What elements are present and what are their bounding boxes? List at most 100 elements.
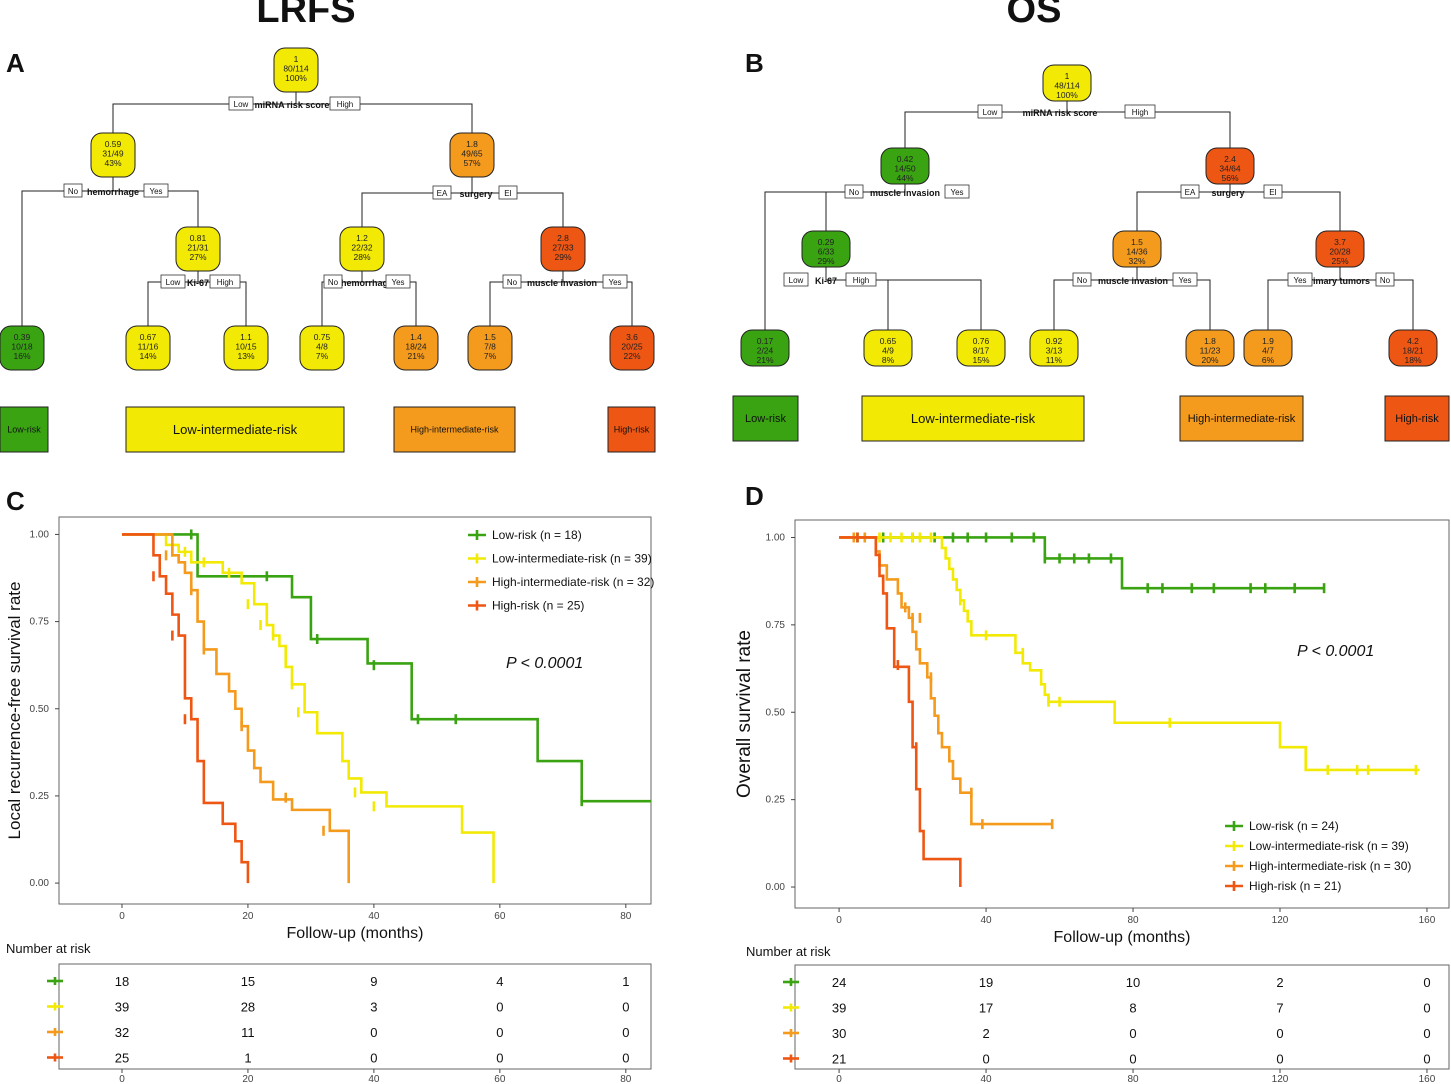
tree-node xyxy=(1388,329,1438,367)
plot-area xyxy=(58,516,652,905)
legend-label: High-intermediate-risk (n = 32) xyxy=(492,575,654,589)
tree-node xyxy=(125,325,171,371)
tree-node-value: 28% xyxy=(353,252,370,262)
split-variable: Ki-67 xyxy=(187,278,209,288)
tree-node-value: 21/31 xyxy=(187,243,209,253)
y-tick-label: 1.00 xyxy=(30,529,50,540)
split-branch-label: No xyxy=(849,188,860,197)
tree-node-value: 0.59 xyxy=(105,139,122,149)
tree-node xyxy=(956,329,1006,367)
tree-node-value: 20/28 xyxy=(1329,247,1351,257)
x-tick-label: 60 xyxy=(494,911,506,922)
split-variable: Ki-67 xyxy=(815,276,837,286)
tree-node xyxy=(449,132,495,178)
tree-node-value: 1.1 xyxy=(240,332,252,342)
split-branch-box xyxy=(602,274,628,289)
tree-node-value: 0.75 xyxy=(314,332,331,342)
tree-node xyxy=(299,325,345,371)
split-variable: hemorrhage xyxy=(341,278,393,288)
survival-curve xyxy=(121,533,495,884)
risk-x-tick-label: 80 xyxy=(1127,1074,1139,1084)
split-branch-box xyxy=(783,272,809,287)
tree-node-value: 11% xyxy=(1046,355,1063,365)
split-branch-box xyxy=(1072,272,1092,287)
risk-x-tick-label: 0 xyxy=(836,1074,842,1084)
title-os: OS xyxy=(1007,0,1062,31)
split-branch-label: Yes xyxy=(391,278,404,287)
legend-label: Low-risk (n = 24) xyxy=(1249,819,1339,833)
tree-node-value: 27% xyxy=(189,252,206,262)
risk-x-tick-label: 0 xyxy=(119,1074,125,1084)
split-branch-box xyxy=(845,272,877,287)
tree-node-value: 25% xyxy=(1331,256,1348,266)
risk-table-count: 24 xyxy=(832,975,846,990)
tree-node-value: 14% xyxy=(139,351,156,361)
risk-table-count: 0 xyxy=(1276,1052,1283,1067)
tree-node-value: 1 xyxy=(294,54,299,64)
tree-node xyxy=(223,325,269,371)
x-tick-label: 80 xyxy=(620,911,632,922)
survival-curve xyxy=(839,536,1325,590)
x-tick-label: 160 xyxy=(1419,915,1436,926)
tree-node-value: 0.42 xyxy=(897,154,914,164)
split-branch-box xyxy=(502,274,522,289)
survival-curve xyxy=(839,536,1053,826)
risk-group-label: High-risk xyxy=(1395,413,1439,425)
tree-node-value: 0.29 xyxy=(818,237,835,247)
split-branch-label: No xyxy=(68,187,79,196)
split-branch-label: Low xyxy=(789,276,804,285)
tree-node-value: 3/13 xyxy=(1046,346,1063,356)
split-branch-label: High xyxy=(217,278,233,287)
risk-table-count: 0 xyxy=(1423,1052,1430,1067)
x-tick-label: 120 xyxy=(1272,915,1289,926)
x-tick-label: 20 xyxy=(242,911,254,922)
tree-node-value: 100% xyxy=(285,73,307,83)
split-branch-box xyxy=(977,104,1003,119)
risk-table-count: 2 xyxy=(982,1026,989,1041)
tree-node xyxy=(1029,329,1079,367)
tree-node-value: 0.92 xyxy=(1046,336,1063,346)
risk-table-count: 15 xyxy=(241,974,255,989)
tree-node-value: 1.5 xyxy=(484,332,496,342)
risk-table-count: 0 xyxy=(622,1000,629,1015)
tree-node-value: 15% xyxy=(972,355,989,365)
tree-node-value: 7% xyxy=(484,351,497,361)
tree-node-value: 16% xyxy=(13,351,30,361)
y-tick-label: 0.50 xyxy=(30,704,50,715)
risk-table-count: 11 xyxy=(241,1025,255,1040)
tree-node-value: 80/114 xyxy=(283,64,309,74)
tree-node-value: 1.4 xyxy=(410,332,422,342)
risk-table-count: 39 xyxy=(832,1001,846,1016)
split-variable: surgery xyxy=(459,189,492,199)
split-branch-label: Yes xyxy=(1178,276,1191,285)
risk-table-count: 0 xyxy=(370,1051,377,1066)
panel-label-d: D xyxy=(745,481,764,511)
risk-table-count: 1 xyxy=(622,974,629,989)
risk-group-label: Low-risk xyxy=(7,425,41,435)
risk-table-count: 2 xyxy=(1276,975,1283,990)
tree-node-value: 6/33 xyxy=(818,247,835,257)
risk-table-frame xyxy=(794,964,1450,1070)
risk-table-count: 19 xyxy=(979,975,993,990)
tree-node-value: 6% xyxy=(1262,355,1275,365)
tree-node-value: 2.8 xyxy=(557,233,569,243)
risk-table-count: 0 xyxy=(1129,1052,1136,1067)
risk-table-count: 0 xyxy=(1276,1026,1283,1041)
x-axis-label: Follow-up (months) xyxy=(287,925,424,942)
split-variable: surgery xyxy=(1211,188,1244,198)
tree-node xyxy=(467,325,513,371)
risk-x-tick-label: 120 xyxy=(1272,1074,1289,1084)
panel-label-b: B xyxy=(745,48,764,78)
risk-table-count: 0 xyxy=(496,1051,503,1066)
risk-group-label: Low-risk xyxy=(745,413,786,425)
risk-x-tick-label: 80 xyxy=(620,1074,632,1084)
y-tick-label: 0.75 xyxy=(766,620,786,631)
split-variable: primary tumors xyxy=(1304,276,1370,286)
y-tick-label: 0.00 xyxy=(766,882,786,893)
risk-group-box xyxy=(861,395,1085,442)
tree-node-value: 1.8 xyxy=(1204,336,1216,346)
risk-group-label: High-intermediate-risk xyxy=(1188,413,1296,425)
